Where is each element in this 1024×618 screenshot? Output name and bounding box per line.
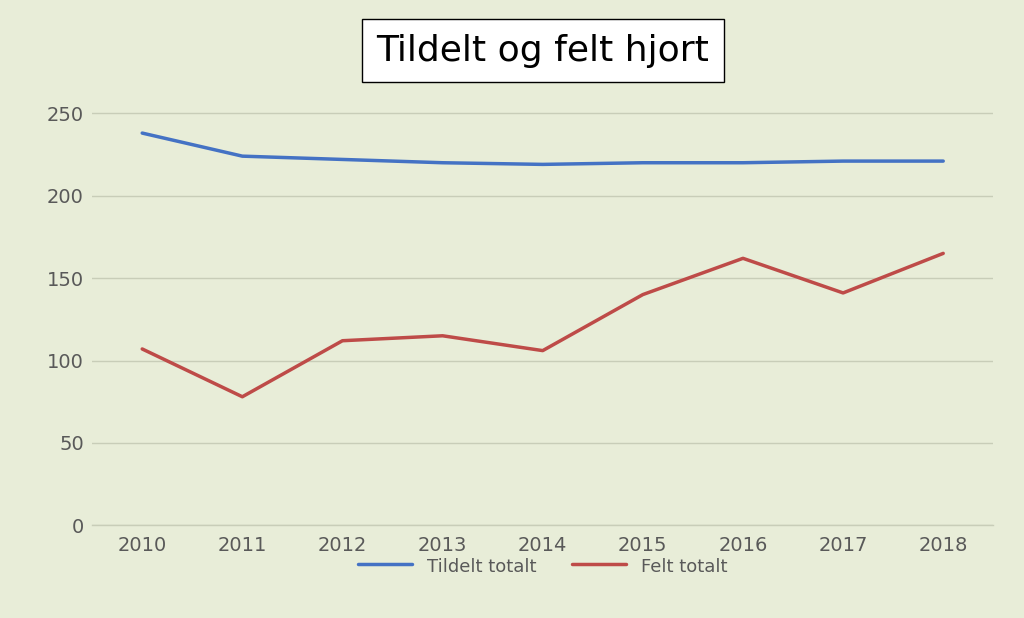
Legend: Tildelt totalt, Felt totalt: Tildelt totalt, Felt totalt (351, 549, 734, 583)
Line: Tildelt totalt: Tildelt totalt (142, 133, 943, 164)
Tildelt totalt (336, 156, 348, 163)
Felt totalt (537, 347, 549, 354)
Felt totalt (637, 291, 649, 298)
Tildelt totalt (737, 159, 750, 166)
Felt totalt (237, 393, 249, 400)
Title: Tildelt og felt hjort: Tildelt og felt hjort (376, 34, 710, 68)
Felt totalt (136, 345, 148, 353)
Tildelt totalt (837, 158, 849, 165)
Felt totalt (737, 255, 750, 262)
Tildelt totalt (637, 159, 649, 166)
Felt totalt (837, 289, 849, 297)
Tildelt totalt (136, 129, 148, 137)
Felt totalt (436, 332, 449, 339)
Tildelt totalt (436, 159, 449, 166)
Felt totalt (336, 337, 348, 344)
Felt totalt (937, 250, 949, 257)
Line: Felt totalt: Felt totalt (142, 253, 943, 397)
Tildelt totalt (537, 161, 549, 168)
Tildelt totalt (237, 153, 249, 160)
Tildelt totalt (937, 158, 949, 165)
